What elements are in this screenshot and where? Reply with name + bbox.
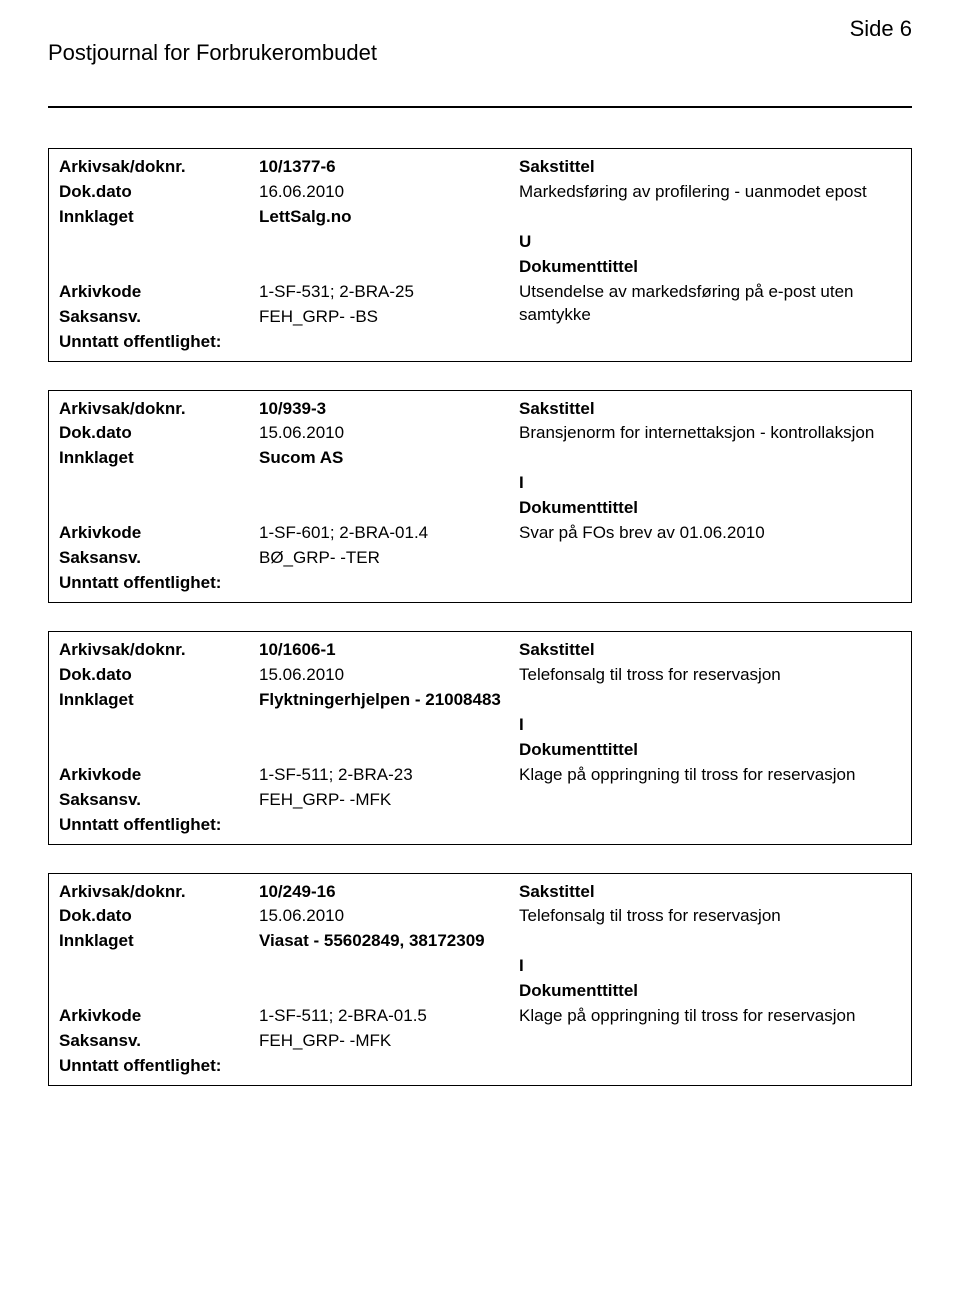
value-arkivkode: 1-SF-601; 2-BRA-01.4 [257, 521, 517, 546]
label-arkivsak-doknr: Arkivsak/doknr. [57, 880, 257, 905]
value-dok-dato: 15.06.2010 [257, 663, 517, 688]
value-sakstittel: Telefonsalg til tross for reservasjon [517, 904, 903, 929]
value-arkivsak-doknr: 10/1377-6 [257, 155, 517, 180]
value-direction: I [517, 713, 903, 738]
label-doktittel: Dokumenttittel [517, 255, 903, 280]
label-arkivsak-doknr: Arkivsak/doknr. [57, 638, 257, 663]
value-arkivkode: 1-SF-511; 2-BRA-23 [257, 763, 517, 788]
label-innklaget: Innklaget [57, 205, 257, 230]
value-dok-dato: 16.06.2010 [257, 180, 517, 205]
label-unntatt: Unntatt offentlighet: [57, 1054, 903, 1079]
value-arkivsak-doknr: 10/1606-1 [257, 638, 517, 663]
label-arkivsak-doknr: Arkivsak/doknr. [57, 155, 257, 180]
value-doktittel: Klage på oppringning til tross for reser… [517, 1004, 903, 1029]
label-unntatt: Unntatt offentlighet: [57, 571, 903, 596]
label-innklaget: Innklaget [57, 929, 257, 954]
value-arkivkode: 1-SF-511; 2-BRA-01.5 [257, 1004, 517, 1029]
label-saksansv: Saksansv. [57, 305, 257, 330]
journal-record: Arkivsak/doknr. 10/1377-6 Sakstittel Dok… [48, 148, 912, 362]
label-sakstittel: Sakstittel [517, 397, 903, 422]
value-saksansv: BØ_GRP- -TER [257, 546, 517, 571]
label-sakstittel: Sakstittel [517, 880, 903, 905]
value-doktittel: Svar på FOs brev av 01.06.2010 [517, 521, 903, 546]
label-arkivkode: Arkivkode [57, 763, 257, 788]
value-direction: I [517, 471, 903, 496]
label-dok-dato: Dok.dato [57, 421, 257, 446]
label-doktittel: Dokumenttittel [517, 738, 903, 763]
label-arkivkode: Arkivkode [57, 280, 257, 305]
label-unntatt: Unntatt offentlighet: [57, 813, 903, 838]
value-arkivsak-doknr: 10/249-16 [257, 880, 517, 905]
value-doktittel: Klage på oppringning til tross for reser… [517, 763, 903, 788]
label-saksansv: Saksansv. [57, 1029, 257, 1054]
journal-record: Arkivsak/doknr. 10/939-3 Sakstittel Dok.… [48, 390, 912, 604]
journal-record: Arkivsak/doknr. 10/249-16 Sakstittel Dok… [48, 873, 912, 1087]
value-arkivsak-doknr: 10/939-3 [257, 397, 517, 422]
label-doktittel: Dokumenttittel [517, 496, 903, 521]
value-saksansv: FEH_GRP- -BS [257, 305, 517, 330]
value-doktittel: Utsendelse av markedsføring på e-post ut… [517, 280, 903, 330]
value-sakstittel: Bransjenorm for internettaksjon - kontro… [517, 421, 903, 446]
value-sakstittel: Markedsføring av profilering - uanmodet … [517, 180, 903, 205]
label-dok-dato: Dok.dato [57, 663, 257, 688]
value-dok-dato: 15.06.2010 [257, 904, 517, 929]
journal-record: Arkivsak/doknr. 10/1606-1 Sakstittel Dok… [48, 631, 912, 845]
label-doktittel: Dokumenttittel [517, 979, 903, 1004]
label-sakstittel: Sakstittel [517, 638, 903, 663]
label-dok-dato: Dok.dato [57, 180, 257, 205]
label-saksansv: Saksansv. [57, 546, 257, 571]
value-innklaget: Viasat - 55602849, 38172309 [257, 929, 517, 954]
value-direction: I [517, 954, 903, 979]
label-arkivkode: Arkivkode [57, 1004, 257, 1029]
value-saksansv: FEH_GRP- -MFK [257, 1029, 517, 1054]
label-unntatt: Unntatt offentlighet: [57, 330, 903, 355]
label-saksansv: Saksansv. [57, 788, 257, 813]
label-dok-dato: Dok.dato [57, 904, 257, 929]
journal-title: Postjournal for Forbrukerombudet [48, 40, 377, 66]
label-innklaget: Innklaget [57, 688, 257, 713]
value-innklaget: Sucom AS [257, 446, 517, 471]
value-saksansv: FEH_GRP- -MFK [257, 788, 517, 813]
page-header: Postjournal for Forbrukerombudet Side 6 [48, 40, 912, 66]
page-number: Side 6 [850, 16, 912, 42]
value-innklaget: Flyktningerhjelpen - 21008483 [257, 688, 517, 713]
label-arkivkode: Arkivkode [57, 521, 257, 546]
header-separator [48, 106, 912, 108]
label-arkivsak-doknr: Arkivsak/doknr. [57, 397, 257, 422]
value-innklaget: LettSalg.no [257, 205, 517, 230]
value-arkivkode: 1-SF-531; 2-BRA-25 [257, 280, 517, 305]
value-sakstittel: Telefonsalg til tross for reservasjon [517, 663, 903, 688]
label-sakstittel: Sakstittel [517, 155, 903, 180]
value-dok-dato: 15.06.2010 [257, 421, 517, 446]
label-innklaget: Innklaget [57, 446, 257, 471]
value-direction: U [517, 230, 903, 255]
